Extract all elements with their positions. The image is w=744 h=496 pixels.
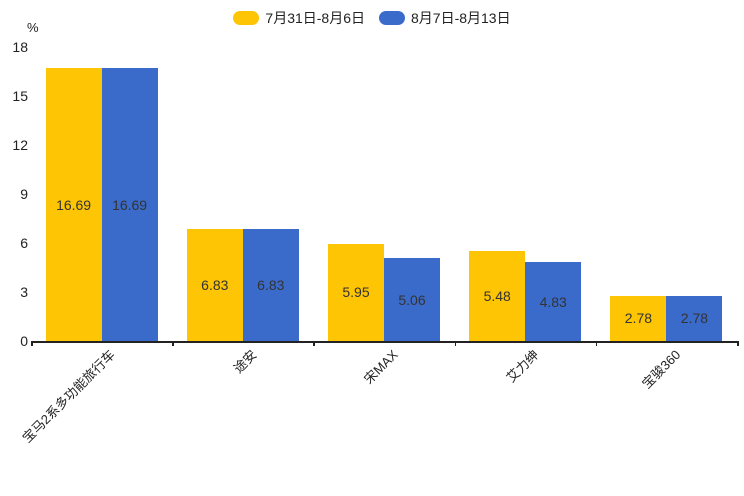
x-axis-category-label: 途安 xyxy=(230,347,260,377)
bar xyxy=(242,229,299,341)
bar xyxy=(384,258,440,341)
x-axis-tick xyxy=(595,341,598,346)
legend-swatch-icon xyxy=(233,11,260,25)
bar-value-label: 2.78 xyxy=(680,310,709,327)
bar-value-label: 6.83 xyxy=(257,277,285,294)
x-axis-category-label: 宋MAX xyxy=(360,347,401,387)
bar-value-label: 4.83 xyxy=(539,293,567,310)
bar xyxy=(186,229,243,341)
y-axis-tick-label: 0 xyxy=(20,333,28,349)
legend-item-week1[interactable]: 7月31日-8月6日 xyxy=(233,8,365,28)
legend-item-label: 8月7日-8月13日 xyxy=(411,10,511,26)
bar-value-label: 16.69 xyxy=(56,196,92,213)
y-axis-tick-label: 12 xyxy=(12,137,28,153)
x-axis-tick xyxy=(313,341,315,346)
y-axis-tick-label: 3 xyxy=(20,284,28,300)
y-axis-tick-label: 15 xyxy=(12,88,28,104)
x-axis-tick xyxy=(172,341,174,346)
x-axis-tick xyxy=(454,341,457,346)
bar-value-label: 2.78 xyxy=(624,310,653,327)
y-axis-unit-label: % xyxy=(27,20,39,35)
bar-value-label: 5.95 xyxy=(342,284,370,301)
bar xyxy=(328,243,384,341)
x-axis-tick xyxy=(31,341,33,346)
x-axis-line xyxy=(31,341,737,343)
bar-value-label: 5.06 xyxy=(398,291,426,308)
bar-value-label: 6.83 xyxy=(201,277,229,294)
bar xyxy=(525,262,582,341)
chart-legend: 7月31日-8月6日 8月7日-8月13日 xyxy=(0,8,744,28)
legend-swatch-icon xyxy=(379,11,405,25)
bar xyxy=(610,295,667,341)
x-axis-tick xyxy=(737,341,739,346)
y-axis-tick-label: 6 xyxy=(20,235,28,251)
x-axis-category-label: 宝骏360 xyxy=(638,347,684,392)
bar xyxy=(469,251,526,341)
bar xyxy=(666,295,723,341)
x-axis-category-label: 艾力绅 xyxy=(503,347,542,386)
y-axis-tick-label: 18 xyxy=(12,39,28,55)
bar-value-label: 16.69 xyxy=(112,196,148,213)
legend-item-label: 7月31日-8月6日 xyxy=(265,10,365,26)
bar-value-label: 5.48 xyxy=(483,288,511,305)
y-axis-tick-label: 9 xyxy=(20,186,28,202)
x-axis-category-label: 宝马2系多功能旅行车 xyxy=(19,347,119,446)
legend-item-week2[interactable]: 8月7日-8月13日 xyxy=(379,8,511,28)
bar xyxy=(45,68,102,341)
bar xyxy=(101,68,158,341)
